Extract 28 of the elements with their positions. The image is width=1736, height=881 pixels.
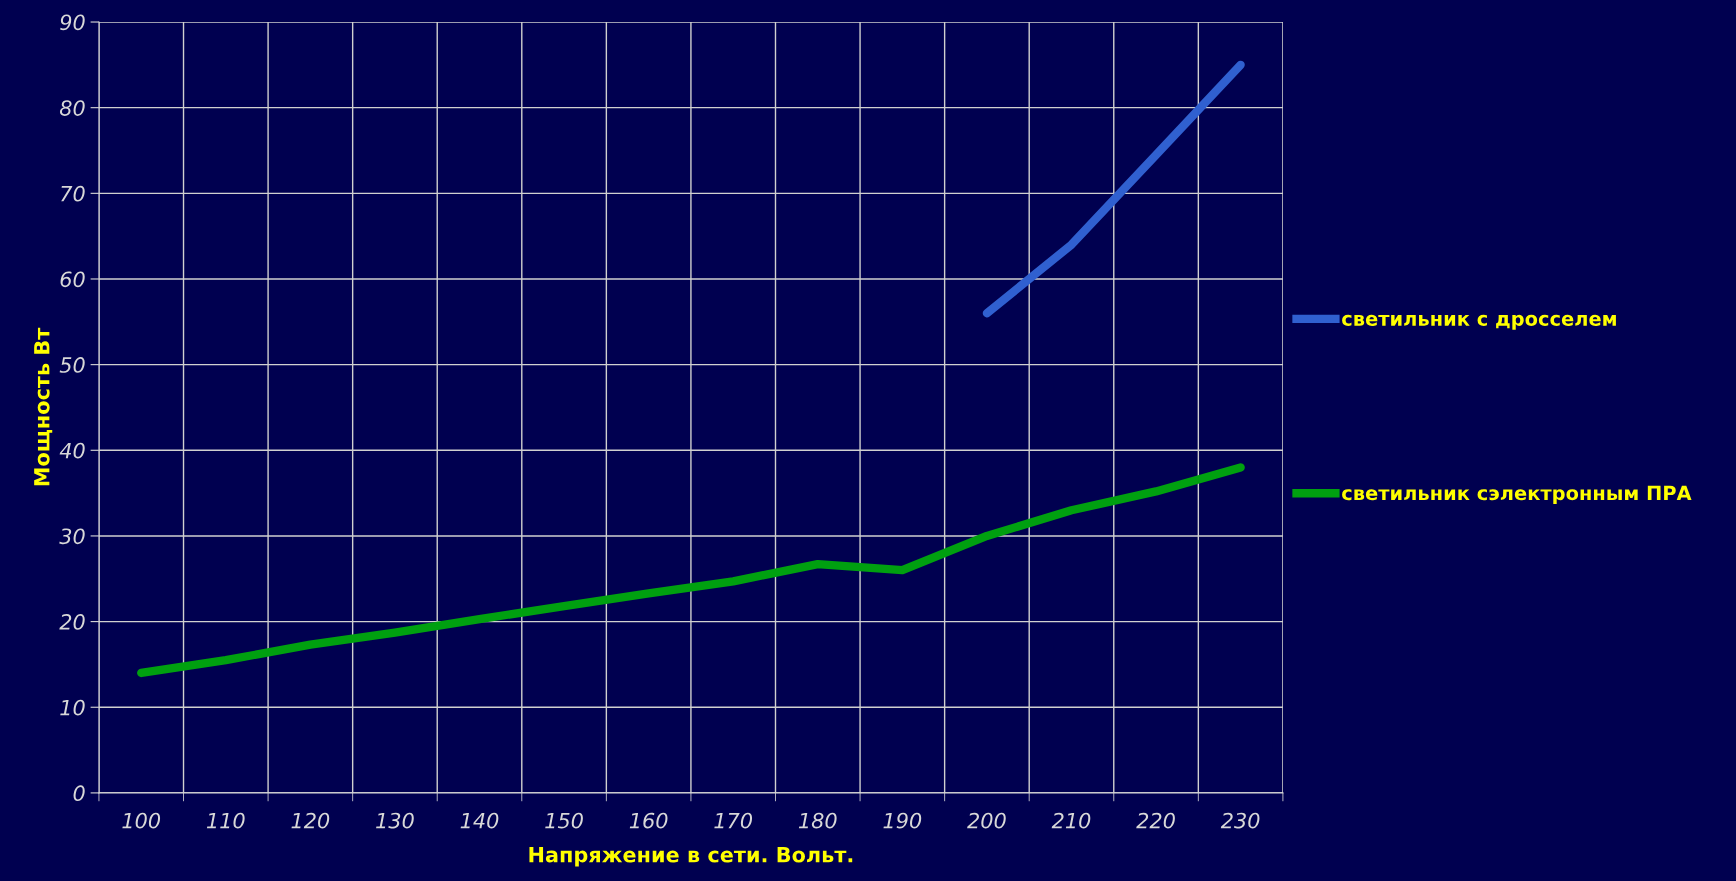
x-tick-label: 190 [883, 812, 922, 829]
x-tick-label: 210 [1051, 812, 1091, 829]
x-tick-label: 220 [1136, 812, 1175, 829]
y-tick-label: 0 [73, 785, 85, 802]
x-tick-label: 230 [1220, 812, 1260, 829]
y-tick-label: 20 [59, 614, 85, 630]
x-tick-label: 150 [545, 812, 583, 829]
x-tick-label: 120 [291, 812, 330, 829]
x-tick-label: 170 [714, 812, 753, 829]
y-tick-label: 10 [60, 699, 85, 716]
y-tick-label: 60 [60, 271, 85, 288]
x-axis-title: Напряжение в сети. Вольт. [529, 847, 853, 867]
x-tick-label: 180 [798, 812, 837, 829]
x-tick-label: 100 [122, 812, 161, 829]
y-tick-label: 70 [61, 185, 85, 202]
y-tick-label: 30 [59, 528, 85, 545]
legend-label: светильник с дросселем [1342, 314, 1616, 330]
x-tick-label: 200 [967, 812, 1006, 829]
y-tick-label: 80 [59, 100, 85, 116]
x-tick-label: 160 [629, 812, 668, 829]
x-tick-label: 110 [206, 812, 245, 829]
x-tick-label: 130 [376, 812, 414, 829]
y-axis-title: Мощность Вт [34, 327, 53, 486]
y-tick-label: 40 [59, 442, 85, 459]
y-tick-label: 90 [60, 14, 85, 31]
y-tick-label: 50 [59, 357, 85, 373]
legend-label: светильник сэлектронным ПРА [1342, 485, 1692, 505]
x-tick-label: 140 [460, 812, 499, 829]
